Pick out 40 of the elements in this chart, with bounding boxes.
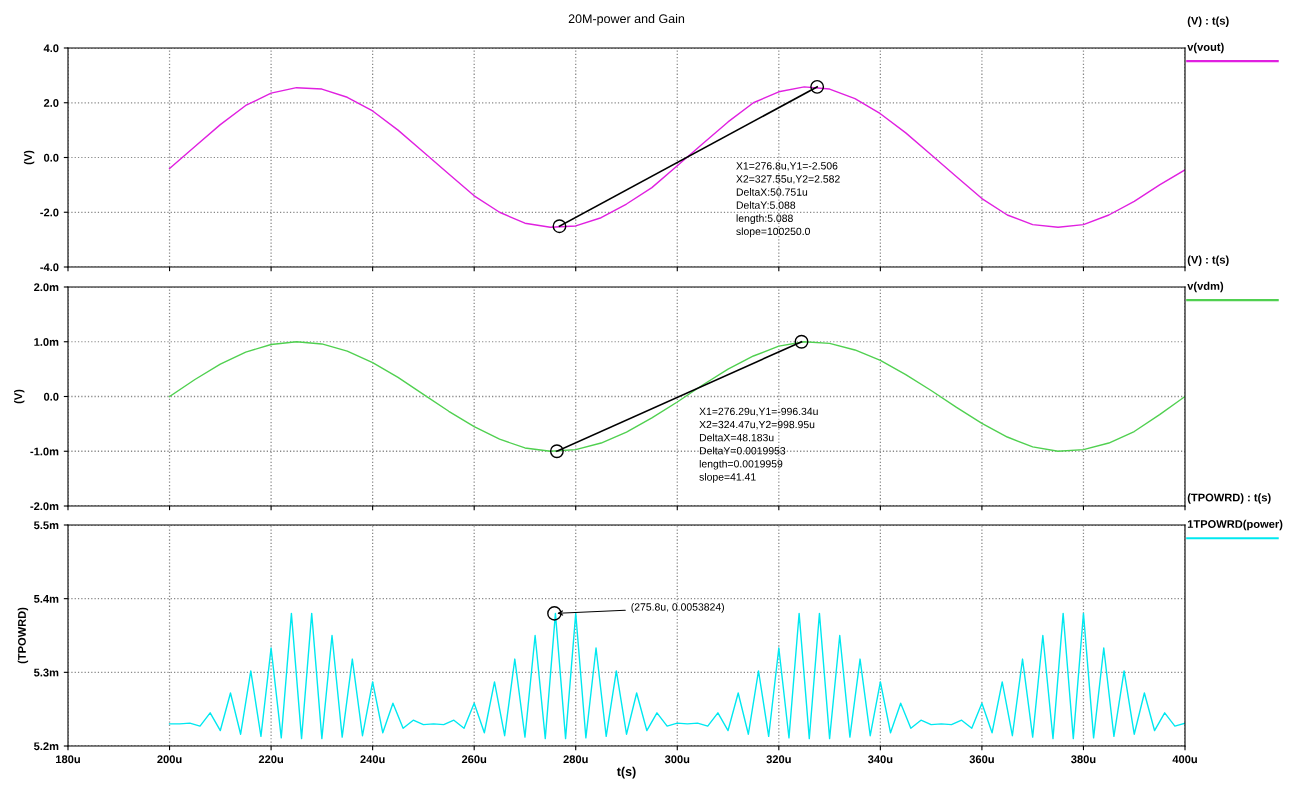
legend-title: (V) : t(s) [1187, 16, 1229, 27]
x-tick-label: 320u [766, 755, 791, 764]
x-tick-label: 280u [563, 755, 588, 764]
y-tick-label: 5.2m [33, 742, 59, 751]
y-tick-label: -2.0 [40, 208, 59, 217]
y-axis-title: (V) [14, 389, 25, 404]
text: 1TPOWRD(power) [1187, 519, 1283, 531]
y-axis-title: (V) [23, 150, 35, 165]
x-axis-title: t(s) [616, 766, 636, 779]
y-tick-label: 4.0 [43, 44, 59, 53]
y-tick-label: -2.0m [30, 502, 59, 511]
chart-title: 20M-power and Gain [568, 13, 685, 26]
y-tick-label: 5.5m [33, 521, 59, 530]
x-tick-label: 200u [157, 755, 182, 764]
y-tick-label: 1.0m [34, 338, 59, 346]
y-tick-label: 2.0 [43, 99, 59, 107]
legend-title: (V) : t(s) [1187, 255, 1229, 266]
y-tick-label: 0.0 [43, 392, 59, 401]
x-tick-label: 360u [969, 755, 994, 764]
x-tick-label: 400u [1172, 755, 1197, 764]
legend-title: (TPOWRD) : t(s) [1187, 493, 1271, 504]
y-tick-label: 0.0 [43, 153, 59, 162]
text: v(vdm) [1187, 281, 1224, 293]
y-tick-label: 2.0m [34, 283, 59, 292]
y-tick-label: 5.3m [33, 668, 59, 677]
x-tick-label: 240u [360, 755, 385, 764]
annotation: (275.8u, 0.0053824) [631, 602, 724, 613]
x-tick-label: 260u [461, 755, 487, 764]
annotation: X1=276.29u,Y1=-996.34u X2=324.47u,Y2=998.95u DeltaX=48.183u DeltaY=0.0019953 length=0.0019959 slope=41.41 [699, 407, 818, 483]
x-tick-label: 180u [56, 755, 80, 764]
x-tick-label: 340u [867, 755, 893, 764]
annotation: X1=276.8u,Y1=-2.506 X2=327.55u,Y2=2.582 DeltaX:50.751u DeltaY:5.088 length:5.088 slope=100250.0 [736, 162, 840, 238]
y-tick-label: 5.4m [33, 595, 59, 603]
y-tick-label: -4.0 [40, 263, 59, 272]
y-tick-label: -1.0m [30, 447, 59, 456]
text: v(vout) [1187, 42, 1224, 54]
x-tick-label: 220u [258, 755, 284, 764]
y-axis-title: (TPOWRD) [17, 607, 29, 664]
x-tick-label: 380u [1071, 755, 1096, 764]
x-tick-label: 300u [664, 755, 690, 764]
